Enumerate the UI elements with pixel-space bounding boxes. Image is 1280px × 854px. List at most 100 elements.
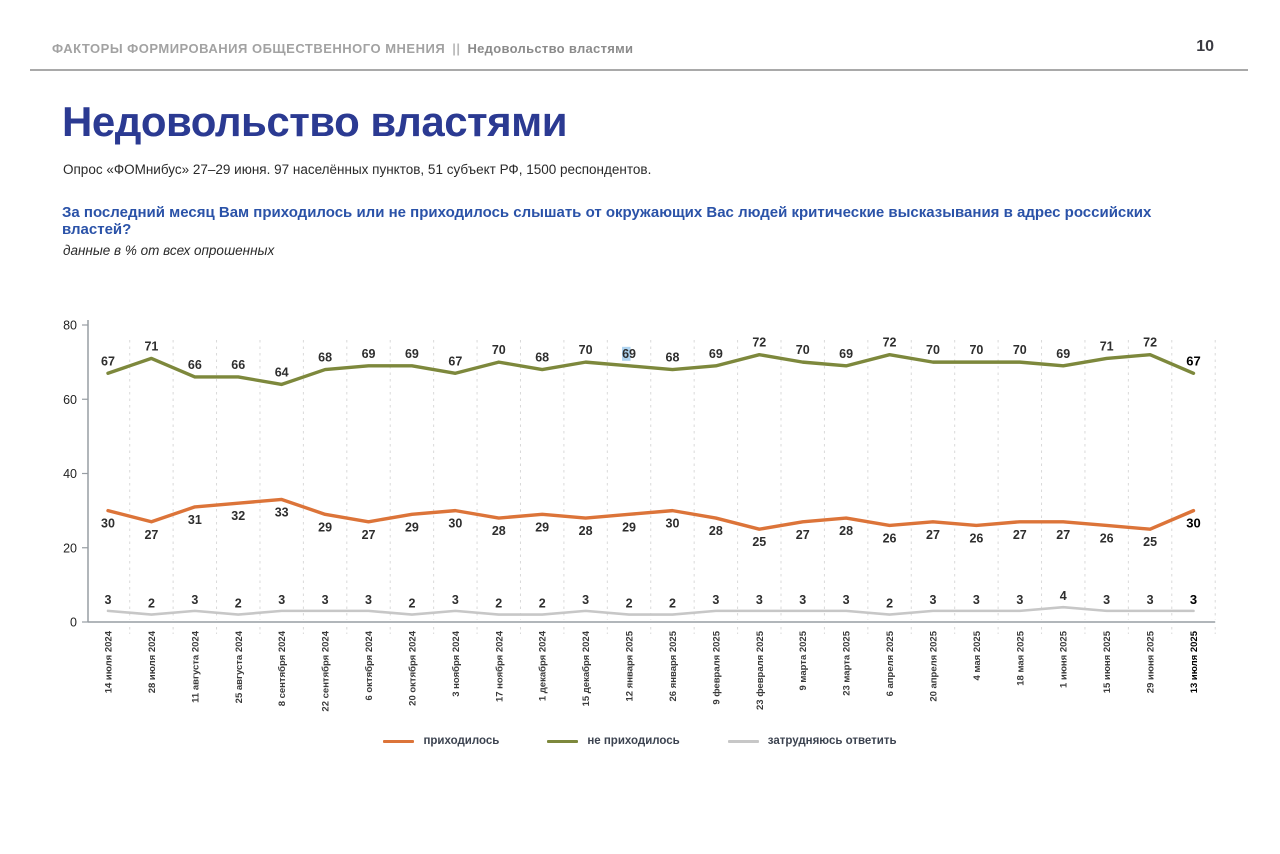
svg-text:28: 28 xyxy=(839,524,853,538)
svg-text:33: 33 xyxy=(275,505,289,519)
svg-text:70: 70 xyxy=(579,343,593,357)
svg-text:20: 20 xyxy=(63,541,77,555)
svg-text:2: 2 xyxy=(669,597,676,611)
svg-text:69: 69 xyxy=(622,347,636,361)
data-note: данные в % от всех опрошенных xyxy=(63,243,275,258)
svg-text:72: 72 xyxy=(1143,336,1157,350)
svg-text:71: 71 xyxy=(144,339,158,353)
svg-text:30: 30 xyxy=(1186,516,1200,531)
svg-text:60: 60 xyxy=(63,393,77,407)
svg-text:15 декабря 2024: 15 декабря 2024 xyxy=(581,630,592,706)
text-selection-highlight xyxy=(622,346,631,361)
svg-text:2: 2 xyxy=(148,597,155,611)
svg-text:3: 3 xyxy=(1103,593,1110,607)
svg-text:3: 3 xyxy=(712,593,719,607)
svg-text:14 июля 2024: 14 июля 2024 xyxy=(104,630,115,693)
svg-text:30: 30 xyxy=(448,517,462,531)
svg-text:29: 29 xyxy=(535,520,549,534)
svg-text:28: 28 xyxy=(579,524,593,538)
svg-text:4 мая 2025: 4 мая 2025 xyxy=(972,630,983,680)
svg-text:1 декабря 2024: 1 декабря 2024 xyxy=(538,630,549,701)
svg-text:66: 66 xyxy=(231,358,245,372)
svg-text:69: 69 xyxy=(362,347,376,361)
legend-swatch xyxy=(383,739,415,743)
svg-text:8 сентября 2024: 8 сентября 2024 xyxy=(277,630,288,706)
svg-text:9 марта 2025: 9 марта 2025 xyxy=(798,630,809,690)
svg-text:2: 2 xyxy=(408,597,415,611)
svg-text:25 августа 2024: 25 августа 2024 xyxy=(234,630,245,703)
svg-text:26: 26 xyxy=(1100,531,1114,545)
svg-text:3: 3 xyxy=(322,593,329,607)
svg-text:72: 72 xyxy=(883,336,897,350)
svg-text:67: 67 xyxy=(1186,353,1200,368)
svg-text:29: 29 xyxy=(622,520,636,534)
svg-text:27: 27 xyxy=(1056,528,1070,542)
svg-text:70: 70 xyxy=(1013,343,1027,357)
breadcrumb: ФАКТОРЫ ФОРМИРОВАНИЯ ОБЩЕСТВЕННОГО МНЕНИ… xyxy=(52,41,1160,56)
legend-swatch xyxy=(547,739,579,743)
svg-text:40: 40 xyxy=(63,467,77,481)
legend-label: приходилось xyxy=(423,735,500,747)
svg-text:18 мая 2025: 18 мая 2025 xyxy=(1015,630,1026,685)
svg-text:68: 68 xyxy=(318,351,332,365)
svg-text:72: 72 xyxy=(752,336,766,350)
svg-text:64: 64 xyxy=(275,365,289,379)
svg-text:68: 68 xyxy=(535,351,549,365)
svg-text:2: 2 xyxy=(886,597,893,611)
breadcrumb-section: ФАКТОРЫ ФОРМИРОВАНИЯ ОБЩЕСТВЕННОГО МНЕНИ… xyxy=(52,41,446,56)
svg-text:3: 3 xyxy=(105,593,112,607)
legend-label: затрудняюсь ответить xyxy=(767,735,897,747)
svg-text:3: 3 xyxy=(278,593,285,607)
svg-text:70: 70 xyxy=(796,343,810,357)
chart-legend: приходилось не приходилось затрудняюсь отв… xyxy=(0,735,1280,747)
svg-text:29: 29 xyxy=(405,520,419,534)
svg-text:28: 28 xyxy=(492,524,506,538)
svg-text:27: 27 xyxy=(362,528,376,542)
svg-text:23 февраля 2025: 23 февраля 2025 xyxy=(755,630,766,710)
svg-text:70: 70 xyxy=(969,343,983,357)
svg-text:12 января 2025: 12 января 2025 xyxy=(625,630,636,701)
svg-text:3: 3 xyxy=(191,593,198,607)
svg-text:2: 2 xyxy=(495,597,502,611)
svg-text:26: 26 xyxy=(883,531,897,545)
svg-text:22 сентября 2024: 22 сентября 2024 xyxy=(321,630,332,711)
svg-text:71: 71 xyxy=(1100,339,1114,353)
series-line-1 xyxy=(106,497,1196,531)
svg-text:70: 70 xyxy=(492,343,506,357)
svg-text:3: 3 xyxy=(1147,593,1154,607)
svg-text:32: 32 xyxy=(231,509,245,523)
svg-text:80: 80 xyxy=(63,319,77,333)
svg-text:26 января 2025: 26 января 2025 xyxy=(668,630,679,701)
svg-text:28 июля 2024: 28 июля 2024 xyxy=(147,630,158,693)
svg-text:3: 3 xyxy=(843,593,850,607)
breadcrumb-current: Недовольство властями xyxy=(467,41,634,56)
page-title: Недовольство властями xyxy=(62,98,568,145)
svg-text:23 марта 2025: 23 марта 2025 xyxy=(842,630,853,695)
svg-text:3: 3 xyxy=(582,593,589,607)
svg-text:13 июля 2025: 13 июля 2025 xyxy=(1189,630,1200,693)
legend-swatch xyxy=(727,739,759,743)
survey-question: За последний месяц Вам приходилось или н… xyxy=(62,204,1152,238)
svg-text:30: 30 xyxy=(666,517,680,531)
svg-text:3: 3 xyxy=(756,593,763,607)
svg-text:29: 29 xyxy=(318,520,332,534)
svg-text:3: 3 xyxy=(1016,593,1023,607)
svg-text:67: 67 xyxy=(448,354,462,368)
svg-text:9 февраля 2025: 9 февраля 2025 xyxy=(711,630,722,704)
svg-text:27: 27 xyxy=(796,528,810,542)
svg-text:70: 70 xyxy=(926,343,940,357)
legend-item-1: приходилось xyxy=(383,735,499,747)
svg-text:30: 30 xyxy=(101,517,115,531)
svg-text:3: 3 xyxy=(1190,592,1197,607)
legend-item-2: не приходилось xyxy=(547,735,680,747)
header-divider xyxy=(30,69,1248,71)
svg-text:69: 69 xyxy=(709,347,723,361)
svg-text:27: 27 xyxy=(144,528,158,542)
svg-text:17 ноября 2024: 17 ноября 2024 xyxy=(494,630,505,702)
svg-text:26: 26 xyxy=(969,531,983,545)
svg-text:69: 69 xyxy=(1056,347,1070,361)
page-number: 10 xyxy=(1196,38,1214,55)
svg-text:29 июня 2025: 29 июня 2025 xyxy=(1146,630,1157,693)
